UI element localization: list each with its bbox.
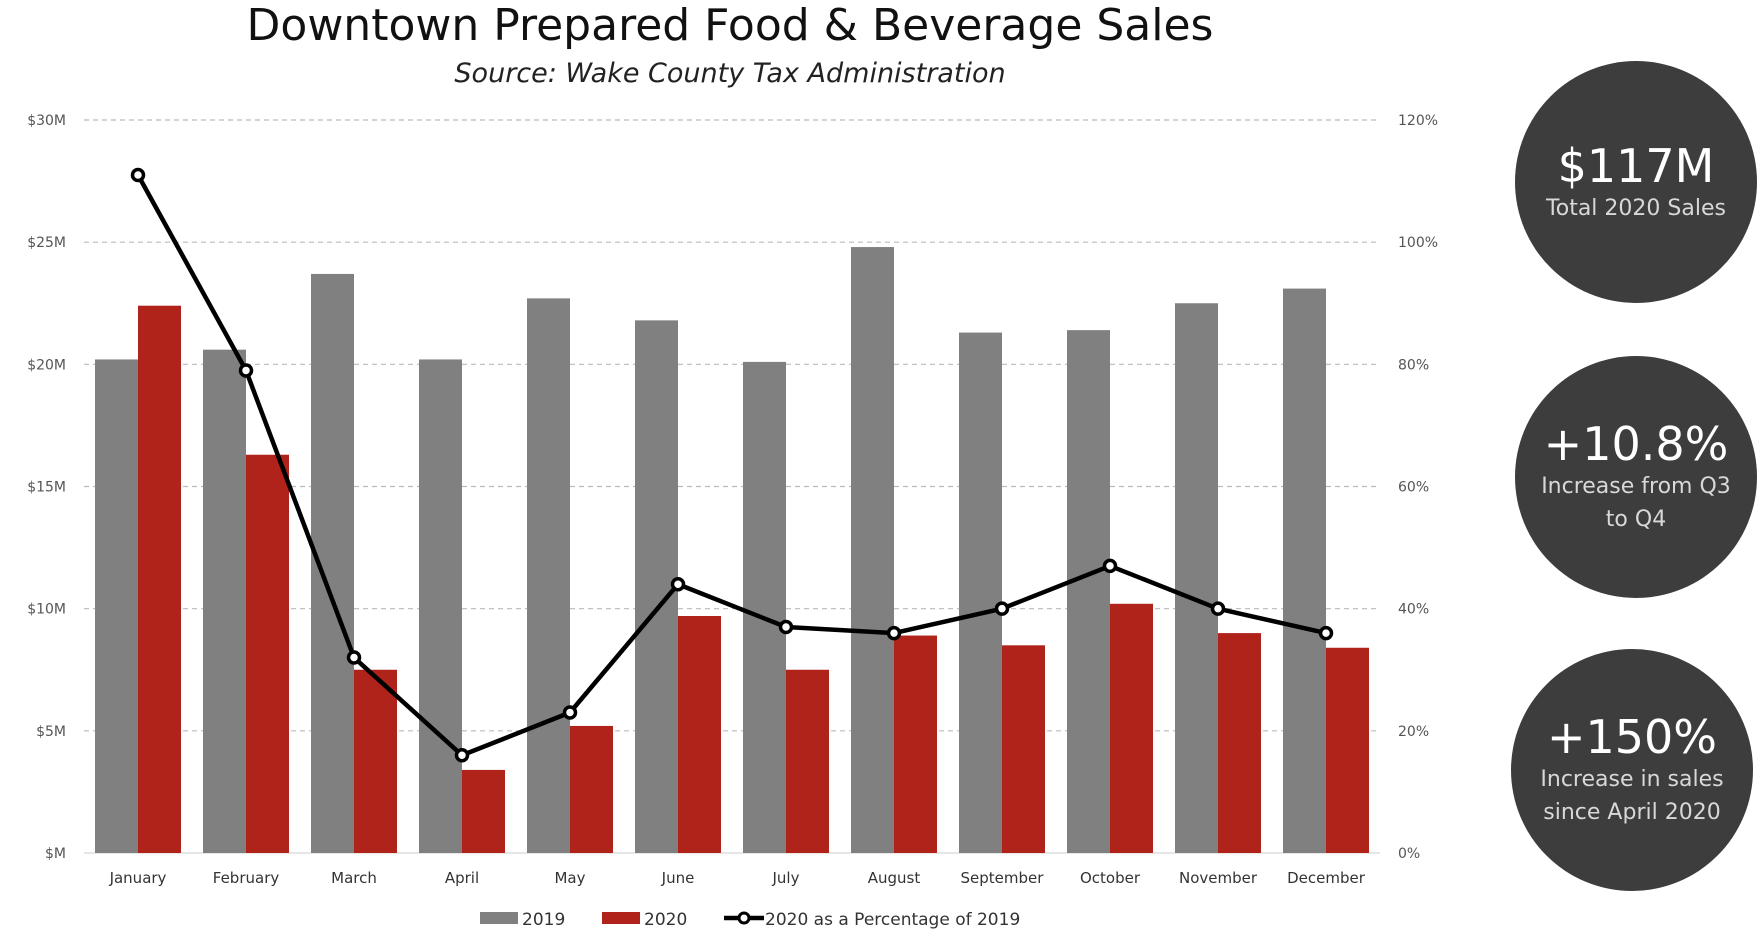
y-tick-label: $20M xyxy=(27,357,66,373)
bar-2019 xyxy=(635,320,678,853)
x-tick-label: July xyxy=(772,869,800,887)
line-point xyxy=(1210,601,1226,616)
y2-tick-label: 80% xyxy=(1398,357,1429,373)
x-tick-label: May xyxy=(554,869,585,887)
callout-since-april-increase: +150% Increase in sales since April 2020 xyxy=(1511,649,1753,891)
x-tick-label: June xyxy=(661,869,695,887)
bar-2019 xyxy=(527,298,570,853)
bar-2019 xyxy=(743,361,786,853)
line-point xyxy=(1102,558,1118,574)
bar-2019 xyxy=(95,359,138,853)
bar-2020 xyxy=(786,669,829,853)
chart-subtitle: Source: Wake County Tax Administration xyxy=(454,58,1006,89)
bar-2019 xyxy=(959,332,1002,853)
callout-label: Total 2020 Sales xyxy=(1546,195,1726,221)
x-tick-label: September xyxy=(961,869,1045,887)
callout-label: Increase in sales since April 2020 xyxy=(1540,767,1724,825)
legend-swatch-2020 xyxy=(602,912,640,924)
x-tick-label: August xyxy=(868,869,921,887)
callout-q3-q4-increase: +10.8% Increase from Q3 to Q4 xyxy=(1515,356,1757,598)
y-tick-label: $10M xyxy=(27,602,66,618)
y2-tick-label: 60% xyxy=(1398,480,1429,496)
y-tick-label: $M xyxy=(45,846,66,862)
y-tick-label: $25M xyxy=(27,235,66,251)
line-point xyxy=(886,625,902,641)
bar-2020 xyxy=(1002,645,1045,853)
callout-value: +10.8% xyxy=(1543,417,1729,471)
line-point xyxy=(1318,625,1334,641)
bar-2019 xyxy=(851,247,894,853)
bar-2020 xyxy=(246,454,289,853)
x-tick-label: February xyxy=(213,869,280,887)
line-point xyxy=(346,650,362,665)
bar-2020 xyxy=(894,635,937,853)
combo-chart: $M $5M $10M $15M $20M $25M $30M 0% 20% 40% 60% 80% 1… xyxy=(27,113,1438,930)
line-point xyxy=(454,748,470,763)
bar-2020 xyxy=(462,769,505,853)
x-tick-label: November xyxy=(1179,869,1258,887)
bar-2020 xyxy=(570,725,613,853)
callout-value: $117M xyxy=(1557,138,1715,193)
callout-total-sales: $117M Total 2020 Sales xyxy=(1515,61,1757,303)
bar-2020 xyxy=(1218,633,1261,853)
legend-label: 2019 xyxy=(522,910,565,930)
callout-label: Increase from Q3 to Q4 xyxy=(1541,474,1731,532)
chart-title: Downtown Prepared Food & Beverage Sales xyxy=(246,0,1214,51)
bar-2020 xyxy=(1326,647,1369,853)
line-point xyxy=(130,167,146,183)
legend-swatch-2019 xyxy=(480,912,518,924)
y2-tick-label: 40% xyxy=(1398,602,1429,618)
line-pct-of-2019 xyxy=(136,173,1327,758)
line-point xyxy=(238,363,254,378)
y2-tick-label: 120% xyxy=(1398,113,1438,129)
x-tick-label: October xyxy=(1080,869,1141,887)
bar-2019 xyxy=(1283,288,1326,854)
callout-value: +150% xyxy=(1546,710,1718,764)
line-point xyxy=(994,601,1010,616)
y2-tick-label: 0% xyxy=(1398,846,1420,862)
legend-label: 2020 as a Percentage of 2019 xyxy=(765,910,1020,930)
bar-2019 xyxy=(419,359,462,853)
x-tick-label: January xyxy=(109,869,167,887)
line-point xyxy=(670,576,686,592)
bar-2020 xyxy=(1110,603,1153,853)
x-tick-label: April xyxy=(445,869,479,887)
bar-2019 xyxy=(203,349,246,853)
y-tick-label: $5M xyxy=(36,724,66,740)
line-point xyxy=(778,619,794,635)
x-tick-label: March xyxy=(331,869,377,887)
y-tick-label: $15M xyxy=(27,480,66,496)
legend-label: 2020 xyxy=(644,910,687,930)
bar-2020 xyxy=(354,669,397,853)
bar-2019 xyxy=(1067,330,1110,853)
legend-swatch-marker xyxy=(737,911,751,925)
bar-2019 xyxy=(1175,303,1218,853)
line-point xyxy=(562,705,578,720)
y2-tick-label: 20% xyxy=(1398,724,1429,740)
bar-2020 xyxy=(138,305,181,853)
bar-2020 xyxy=(678,615,721,853)
y2-tick-label: 100% xyxy=(1398,235,1438,251)
x-tick-label: December xyxy=(1287,869,1366,887)
y-tick-label: $30M xyxy=(27,113,66,129)
